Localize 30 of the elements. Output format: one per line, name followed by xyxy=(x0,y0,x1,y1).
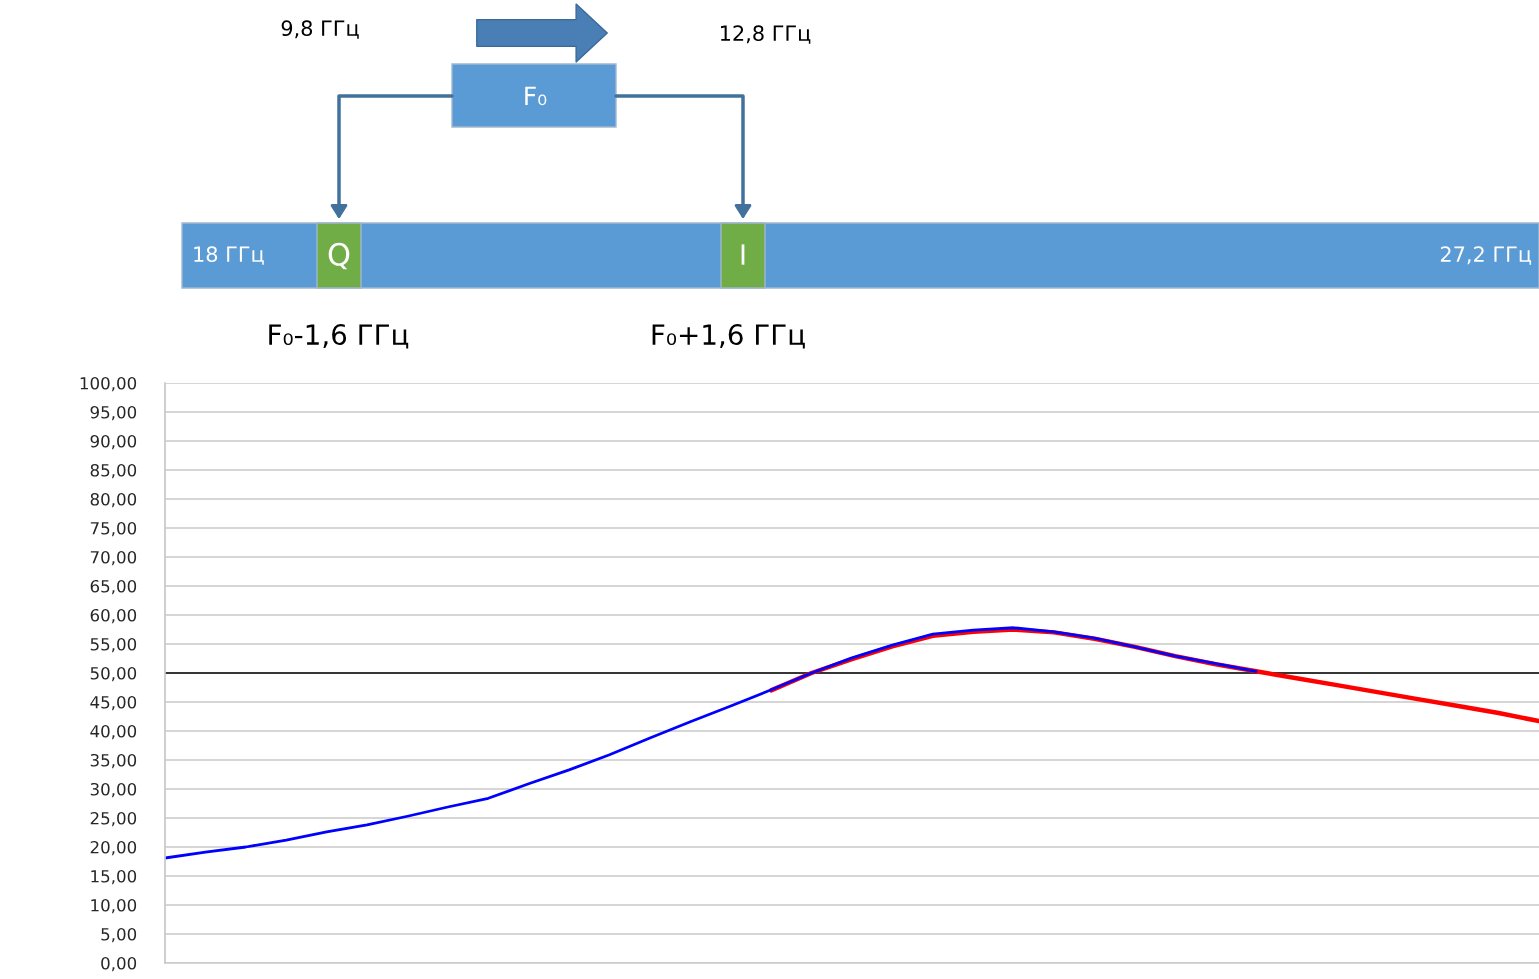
y-tick-label: 15,00 xyxy=(91,869,137,885)
text: F₀-1,6 ГГц xyxy=(269,324,409,349)
y-tick-label: 75,00 xyxy=(90,521,137,537)
text: Q xyxy=(328,242,350,270)
y-tick-label: 0,00 xyxy=(101,956,137,972)
y-tick-label: 45,00 xyxy=(90,695,137,711)
y-tick-label: 65,00 xyxy=(90,579,137,595)
y-tick-label: 80,00 xyxy=(90,492,137,508)
text: F₀+1,6 ГГц xyxy=(652,324,805,349)
text: 18 ГГц xyxy=(194,246,264,265)
y-tick-label: 35,00 xyxy=(90,753,137,769)
y-tick-label: 85,00 xyxy=(90,463,137,479)
y-tick-label: 95,00 xyxy=(90,405,137,421)
y-tick-label: 10,00 xyxy=(91,898,137,914)
y-tick-label: 5,00 xyxy=(101,927,137,943)
y-tick-label: 20,00 xyxy=(90,840,137,856)
y-tick-label: 50,00 xyxy=(90,666,137,682)
text: 9,8 ГГц xyxy=(281,20,359,39)
y-tick-label: 70,00 xyxy=(90,550,137,566)
y-tick-label: 55,00 xyxy=(90,637,137,653)
y-tick-label: 100,00 xyxy=(80,376,137,392)
text: I xyxy=(741,244,745,265)
y-tick-label: 40,00 xyxy=(90,724,137,740)
y-tick-label: 90,00 xyxy=(90,434,137,450)
text: 12,8 ГГц xyxy=(720,25,811,44)
y-tick-label: 25,00 xyxy=(90,811,137,827)
text: 27,2 ГГц xyxy=(1440,246,1532,265)
y-tick-label: 60,00 xyxy=(90,608,137,624)
text: F₀ xyxy=(525,86,547,106)
y-tick-label: 30,00 xyxy=(90,782,137,798)
